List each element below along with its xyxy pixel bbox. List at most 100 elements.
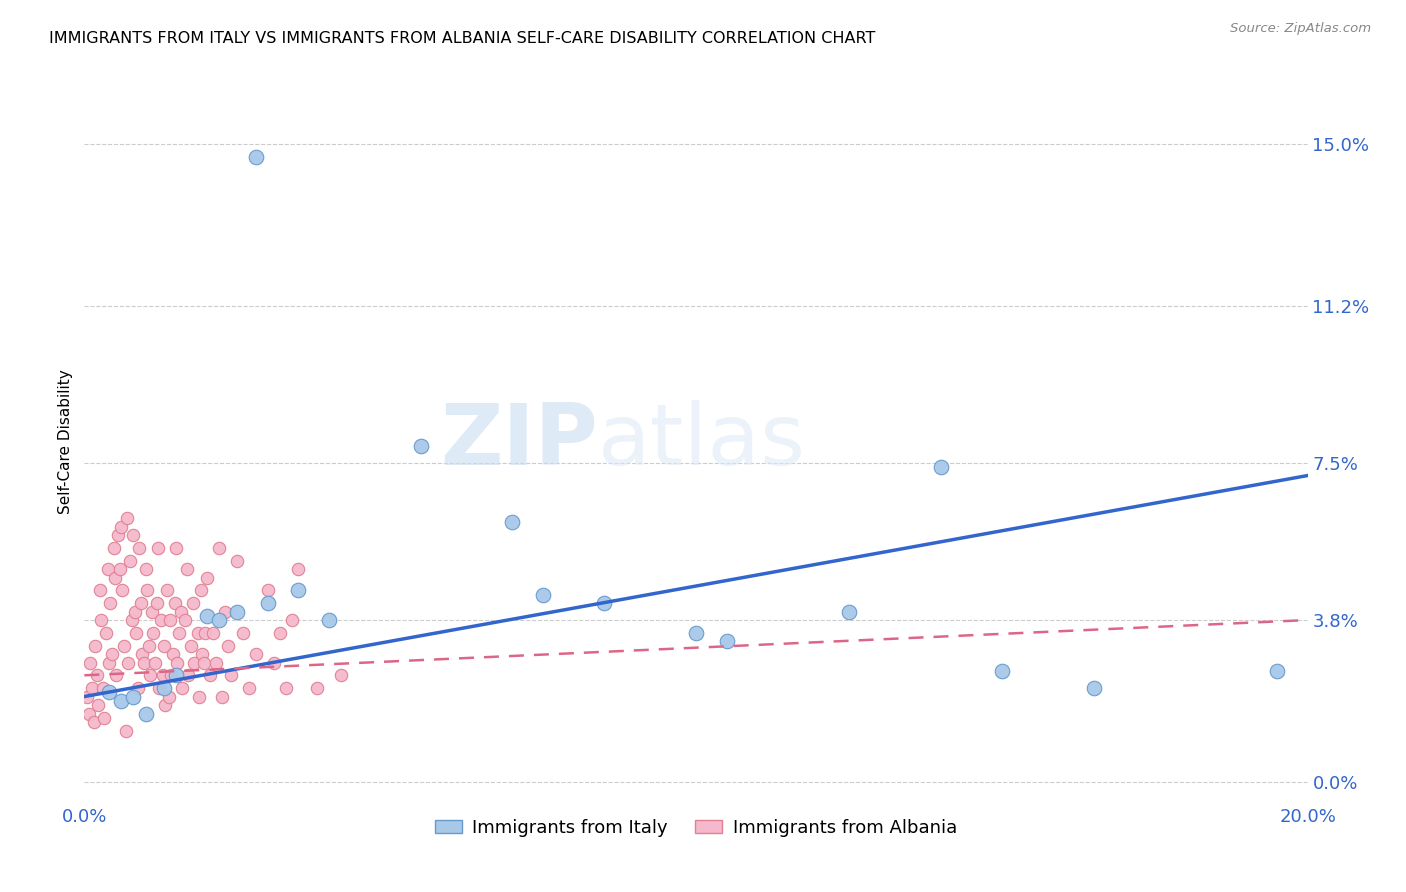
Legend: Immigrants from Italy, Immigrants from Albania: Immigrants from Italy, Immigrants from A… <box>427 812 965 845</box>
Point <box>281 613 304 627</box>
Point <box>120 553 142 567</box>
Point <box>163 596 186 610</box>
Point <box>97 562 120 576</box>
Point <box>1083 681 1105 695</box>
Point <box>208 613 231 627</box>
Text: atlas: atlas <box>598 400 806 483</box>
Point <box>153 681 176 695</box>
Point <box>1265 664 1288 678</box>
Point <box>257 583 280 598</box>
Point <box>287 583 309 598</box>
Point <box>94 625 117 640</box>
Point <box>276 681 298 695</box>
Point <box>135 583 157 598</box>
Point <box>165 668 187 682</box>
Point <box>121 613 143 627</box>
Point <box>162 647 184 661</box>
Point <box>108 562 131 576</box>
Point <box>97 685 120 699</box>
Point <box>117 656 139 670</box>
Point <box>219 668 242 682</box>
Point <box>93 711 115 725</box>
Point <box>84 639 107 653</box>
Point <box>245 647 267 661</box>
Point <box>153 639 176 653</box>
Point <box>167 625 190 640</box>
Point <box>217 639 239 653</box>
Point <box>318 613 340 627</box>
Point <box>105 668 128 682</box>
Point <box>716 634 738 648</box>
Point <box>166 656 188 670</box>
Point <box>125 625 148 640</box>
Point <box>79 656 101 670</box>
Point <box>131 647 153 661</box>
Point <box>138 639 160 653</box>
Point <box>89 583 111 598</box>
Point <box>104 570 127 584</box>
Point <box>160 668 183 682</box>
Point <box>409 439 432 453</box>
Point <box>129 596 152 610</box>
Point <box>193 656 215 670</box>
Point <box>97 656 120 670</box>
Point <box>149 613 172 627</box>
Point <box>101 647 124 661</box>
Point <box>145 596 167 610</box>
Point <box>190 583 212 598</box>
Point <box>186 625 208 640</box>
Point <box>91 681 114 695</box>
Point <box>191 647 214 661</box>
Point <box>201 625 224 640</box>
Point <box>143 656 166 670</box>
Point <box>238 681 260 695</box>
Point <box>76 690 98 704</box>
Point <box>269 625 291 640</box>
Point <box>838 605 860 619</box>
Point <box>124 605 146 619</box>
Point <box>198 668 221 682</box>
Point <box>148 681 170 695</box>
Point <box>330 668 353 682</box>
Point <box>214 605 236 619</box>
Point <box>146 541 169 555</box>
Point <box>165 541 187 555</box>
Point <box>107 528 129 542</box>
Point <box>257 596 280 610</box>
Point <box>159 613 181 627</box>
Point <box>86 668 108 682</box>
Point <box>208 541 231 555</box>
Point <box>110 519 132 533</box>
Point <box>593 596 616 610</box>
Point <box>287 562 309 576</box>
Point <box>180 639 202 653</box>
Point <box>531 588 554 602</box>
Point <box>226 553 249 567</box>
Point <box>156 583 179 598</box>
Point <box>177 668 200 682</box>
Point <box>211 690 233 704</box>
Text: ZIP: ZIP <box>440 400 598 483</box>
Point <box>172 681 194 695</box>
Point <box>176 562 198 576</box>
Point <box>115 723 138 738</box>
Point <box>205 656 228 670</box>
Point <box>80 681 103 695</box>
Point <box>142 625 165 640</box>
Text: Source: ZipAtlas.com: Source: ZipAtlas.com <box>1230 22 1371 36</box>
Y-axis label: Self-Care Disability: Self-Care Disability <box>58 369 73 514</box>
Point <box>77 706 100 721</box>
Point <box>139 668 162 682</box>
Point <box>128 541 150 555</box>
Point <box>122 690 145 704</box>
Point <box>127 681 149 695</box>
Point <box>87 698 110 712</box>
Point <box>183 656 205 670</box>
Point <box>90 613 112 627</box>
Point <box>263 656 285 670</box>
Point <box>141 605 163 619</box>
Point <box>152 668 174 682</box>
Point <box>195 570 218 584</box>
Point <box>170 605 193 619</box>
Point <box>305 681 328 695</box>
